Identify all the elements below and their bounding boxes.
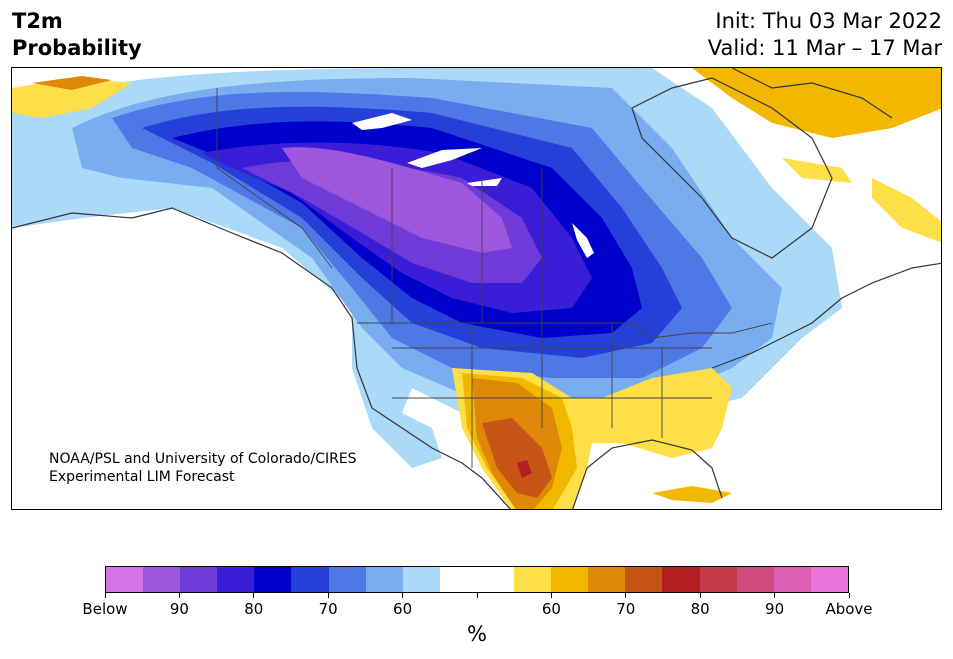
- prob-band-red: [517, 460, 532, 478]
- coastlines: [12, 68, 941, 509]
- colorbar-swatch: [699, 567, 737, 592]
- alaska-gold-patch: [12, 78, 132, 118]
- colorbar-tick: [178, 593, 180, 598]
- colorbar-swatch: [402, 567, 440, 592]
- alaska-orange-patch: [32, 76, 112, 90]
- colorbar-tick: [476, 593, 478, 598]
- colorbar-tick: [327, 593, 329, 598]
- colorbar-swatch: [810, 567, 848, 592]
- baffin-yellow-patch: [782, 158, 852, 183]
- credit-line2: Experimental LIM Forecast: [49, 469, 235, 485]
- colorbar-swatch: [773, 567, 811, 592]
- colorbar-swatch: [476, 567, 515, 592]
- colorbar-swatch: [736, 567, 774, 592]
- colorbar-swatch: [291, 567, 329, 592]
- colorbar-tick-label: 60: [393, 600, 413, 618]
- colorbar-tick-label: 80: [690, 600, 710, 618]
- colorbar-swatch: [106, 567, 144, 592]
- labrador-yellow-patch: [872, 178, 941, 243]
- colorbar-swatch: [180, 567, 218, 592]
- colorbar-tick: [402, 593, 404, 598]
- colorbar-swatch: [625, 567, 663, 592]
- colorbar-tick: [625, 593, 627, 598]
- lake-athabasca: [467, 178, 502, 186]
- valid-range: Valid: 11 Mar – 17 Mar: [707, 36, 942, 60]
- colorbar-tick: [550, 593, 552, 598]
- colorbar-tick-label: 80: [244, 600, 264, 618]
- map-title-line2: Probability: [12, 36, 142, 60]
- colorbar-tick-label: 70: [318, 600, 338, 618]
- colorbar-tick: [699, 593, 701, 598]
- credit-text: NOAA/PSL and University of Colorado/CIRE…: [49, 450, 357, 486]
- cuba-gold-patch: [652, 486, 732, 503]
- colorbar-swatch: [143, 567, 181, 592]
- lake-winnipeg: [572, 223, 594, 258]
- colorbar-swatch: [254, 567, 292, 592]
- colorbar-tick-label: 60: [541, 600, 561, 618]
- prob-band-lavender: [282, 147, 512, 253]
- great-bear-lake: [352, 113, 412, 130]
- colorbar-swatch: [514, 567, 552, 592]
- colorbar-tick: [253, 593, 255, 598]
- credit-line1: NOAA/PSL and University of Colorado/CIRE…: [49, 451, 357, 467]
- colorbar-tick-label: 90: [169, 600, 189, 618]
- colorbar-tick-label: Above: [825, 600, 873, 618]
- colorbar-swatch: [662, 567, 700, 592]
- colorbar-unit: %: [467, 622, 487, 646]
- colorbar-tick: [848, 593, 850, 598]
- colorbar: [105, 566, 849, 593]
- map-canvas: [12, 68, 941, 509]
- map-title-line1: T2m: [12, 9, 63, 33]
- forecast-dates: Init: Thu 03 Mar 2022 Valid: 11 Mar – 17…: [708, 8, 942, 62]
- colorbar-tick: [104, 593, 106, 598]
- colorbar-tick-label: 90: [765, 600, 785, 618]
- colorbar-tick: [774, 593, 776, 598]
- colorbar-swatch: [328, 567, 366, 592]
- colorbar-swatch: [365, 567, 403, 592]
- colorbar-swatch: [588, 567, 626, 592]
- colorbar-tick-label: 70: [616, 600, 636, 618]
- colorbar-tick-label: Below: [82, 600, 128, 618]
- colorbar-swatch: [439, 567, 477, 592]
- colorbar-swatch: [551, 567, 589, 592]
- init-date: Init: Thu 03 Mar 2022: [715, 9, 942, 33]
- probability-map: NOAA/PSL and University of Colorado/CIRE…: [11, 67, 942, 510]
- great-slave-lake: [407, 148, 482, 168]
- colorbar-swatch: [217, 567, 255, 592]
- map-title: T2m Probability: [12, 8, 142, 62]
- borders: [216, 88, 773, 468]
- greenland-gold-patch: [692, 68, 941, 138]
- prob-band-rust: [482, 418, 552, 498]
